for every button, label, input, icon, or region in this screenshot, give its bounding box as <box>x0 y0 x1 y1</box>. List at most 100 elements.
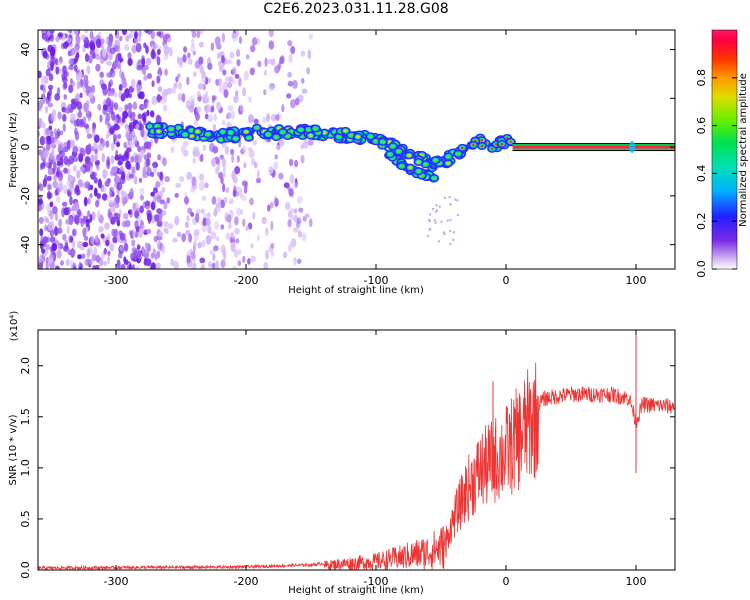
noise-blob <box>220 176 224 184</box>
noise-blob <box>174 192 179 198</box>
noise-blob <box>199 173 205 181</box>
noise-blob <box>174 216 180 226</box>
noise-blob <box>131 112 136 119</box>
noise-blob <box>269 201 274 209</box>
noise-blob <box>84 181 91 189</box>
noise-blob <box>248 96 252 103</box>
noise-blob <box>216 101 222 111</box>
noise-blob <box>116 259 121 269</box>
noise-blob <box>88 92 94 99</box>
ridge-peak <box>480 144 484 148</box>
noise-blob <box>199 257 206 264</box>
noise-blob <box>125 160 131 170</box>
noise-blob <box>44 105 49 114</box>
noise-blob <box>150 201 156 211</box>
noise-blob <box>309 218 313 228</box>
noise-blob <box>135 265 140 269</box>
noise-blob <box>72 156 79 163</box>
noise-blob <box>51 148 55 156</box>
noise-blob <box>62 123 66 132</box>
noise-blob <box>61 201 68 207</box>
noise-blob <box>253 161 258 169</box>
noise-blob <box>117 106 124 113</box>
noise-blob <box>181 93 186 103</box>
noise-blob <box>58 171 63 182</box>
noise-blob <box>71 240 76 249</box>
noise-blob <box>68 175 74 182</box>
noise-dot <box>428 213 432 216</box>
ridge-core <box>246 136 251 140</box>
ridge-core <box>368 134 373 138</box>
noise-blob <box>79 78 84 88</box>
noise-blob <box>236 59 241 67</box>
noise-blob <box>289 208 295 214</box>
noise-blob <box>57 111 62 120</box>
noise-blob <box>229 237 233 244</box>
noise-blob <box>193 229 200 236</box>
noise-blob <box>69 196 73 206</box>
noise-blob <box>80 253 86 259</box>
noise-blob <box>78 153 84 163</box>
noise-blob <box>302 139 309 149</box>
noise-blob <box>176 231 182 238</box>
noise-dot <box>449 203 452 206</box>
noise-dot <box>433 219 436 222</box>
spectrogram-noise <box>38 30 460 269</box>
noise-blob <box>201 195 207 201</box>
noise-blob <box>137 36 142 43</box>
noise-blob <box>134 154 139 164</box>
noise-blob <box>90 235 95 245</box>
noise-blob <box>95 63 101 72</box>
x-tick-label: -300 <box>104 575 129 588</box>
ridge-core <box>219 138 224 142</box>
noise-blob <box>156 220 163 227</box>
x-tick-label: 100 <box>626 274 647 287</box>
noise-blob <box>215 260 219 269</box>
noise-blob <box>90 146 95 152</box>
noise-blob <box>143 99 148 109</box>
noise-blob <box>104 222 110 230</box>
noise-blob <box>209 249 216 255</box>
ridge-core <box>189 134 194 138</box>
noise-blob <box>288 53 293 64</box>
noise-blob <box>275 144 281 151</box>
noise-blob <box>86 133 92 139</box>
noise-blob <box>250 243 254 249</box>
noise-blob <box>80 34 87 41</box>
noise-dot <box>456 199 459 202</box>
noise-blob <box>52 206 58 215</box>
noise-blob <box>289 174 295 184</box>
noise-blob <box>134 220 139 230</box>
noise-blob <box>56 87 61 96</box>
noise-blob <box>152 248 156 256</box>
noise-blob <box>79 147 85 154</box>
noise-blob <box>120 190 126 196</box>
noise-blob <box>45 260 49 269</box>
noise-blob <box>124 193 129 203</box>
noise-blob <box>63 94 67 100</box>
x-tick-label: 0 <box>503 274 510 287</box>
noise-blob <box>85 108 90 115</box>
noise-blob <box>99 71 104 79</box>
noise-blob <box>63 207 69 216</box>
noise-blob <box>247 258 251 265</box>
noise-blob <box>121 116 126 123</box>
ridge-core <box>433 158 438 162</box>
noise-blob <box>161 187 166 193</box>
noise-blob <box>196 90 201 97</box>
noise-blob <box>286 93 292 99</box>
noise-blob <box>60 260 64 266</box>
noise-blob <box>98 257 104 267</box>
noise-blob <box>186 171 193 181</box>
noise-blob <box>136 215 142 223</box>
noise-blob <box>270 251 275 257</box>
noise-blob <box>42 236 49 244</box>
noise-blob <box>268 40 275 50</box>
noise-blob <box>221 119 226 126</box>
noise-blob <box>160 179 165 186</box>
noise-blob <box>127 57 133 67</box>
noise-blob <box>224 145 229 155</box>
noise-blob <box>300 154 305 164</box>
noise-blob <box>221 32 225 43</box>
noise-blob <box>255 177 262 184</box>
